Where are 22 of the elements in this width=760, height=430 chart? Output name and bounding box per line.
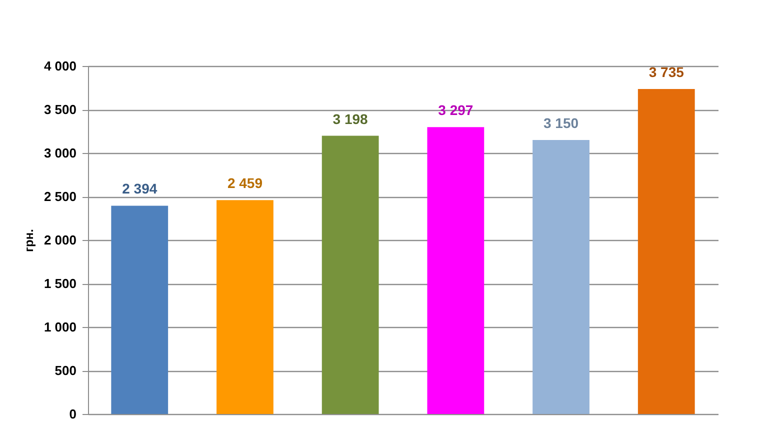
data-label: 3 735 (648, 64, 684, 80)
y-tick-label: 2 000 (44, 232, 76, 248)
data-label: 2 394 (122, 180, 158, 197)
data-label: 3 150 (544, 114, 579, 131)
y-tick-label: 2 500 (44, 189, 76, 204)
bar (427, 127, 484, 414)
bar (638, 89, 695, 414)
data-label: 2 459 (227, 175, 263, 192)
data-label: 3 297 (438, 102, 474, 118)
y-tick-label: 1 000 (44, 320, 76, 334)
y-tick-label: 500 (54, 363, 76, 378)
y-tick-label: 3 000 (44, 146, 76, 160)
y-tick-label: 4 000 (44, 58, 76, 74)
y-axis-title: грн. (22, 229, 36, 252)
y-tick-label: 0 (69, 406, 76, 422)
y-tick-label: 3 500 (44, 102, 76, 117)
y-tick-label: 1 500 (44, 276, 76, 291)
bar (111, 206, 168, 414)
bar (532, 140, 590, 414)
data-label: 3 198 (332, 110, 368, 127)
bar (322, 136, 379, 414)
bar (216, 200, 274, 414)
